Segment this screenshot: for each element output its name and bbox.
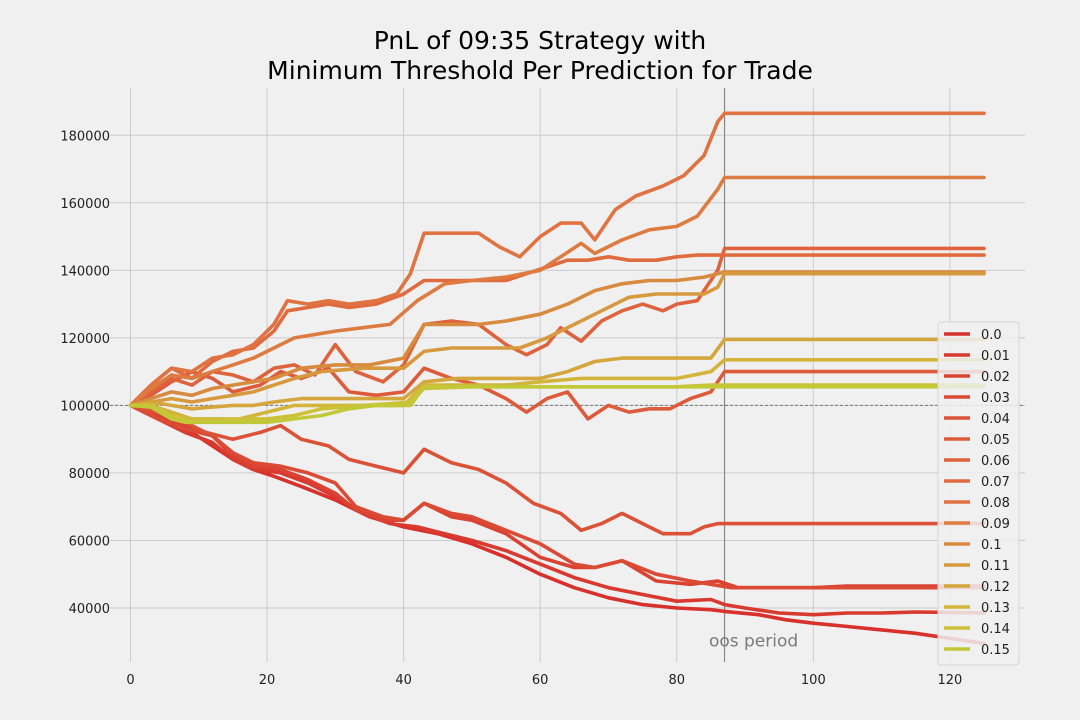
legend: 0.0 0.01 0.02 0.03 0.04 0.05 0.06 0.07 0.08 0.09 0… xyxy=(937,321,1020,666)
legend-label-0.14: 0.14 xyxy=(981,622,1010,637)
axis-ticks: 0 20 40 60 80 100 120 40000 60000 80000 100000 1200… xyxy=(60,129,962,688)
series-line-0.11 xyxy=(128,271,986,408)
legend-label-0.1: 0.1 xyxy=(981,538,1002,553)
series-line-0.15 xyxy=(128,385,986,425)
chart-title-line-2: Minimum Threshold Per Prediction for Tra… xyxy=(267,56,813,85)
legend-label-0.13: 0.13 xyxy=(981,601,1010,616)
series-line-0.09 xyxy=(128,175,986,408)
legend-label-0.06: 0.06 xyxy=(981,454,1010,469)
series-line-0.04 xyxy=(128,403,986,536)
series-line-0.01 xyxy=(128,403,986,617)
legend-label-0.01: 0.01 xyxy=(981,349,1010,364)
x-tick-label: 40 xyxy=(395,673,412,688)
y-tick-label: 140000 xyxy=(60,264,110,279)
legend-label-0.07: 0.07 xyxy=(981,475,1010,490)
legend-label-0.03: 0.03 xyxy=(981,391,1010,406)
x-tick-label: 80 xyxy=(668,673,685,688)
annotations: oos period xyxy=(709,632,798,652)
legend-label-0.04: 0.04 xyxy=(981,412,1010,427)
series-line-0.12 xyxy=(128,337,986,411)
y-tick-label: 60000 xyxy=(69,534,110,549)
legend-box xyxy=(937,321,1020,666)
x-tick-label: 60 xyxy=(532,673,549,688)
legend-label-0.08: 0.08 xyxy=(981,496,1010,511)
y-tick-label: 40000 xyxy=(69,602,110,617)
legend-label-0.0: 0.0 xyxy=(981,328,1002,343)
y-tick-label: 180000 xyxy=(60,129,110,144)
series-line-0.08 xyxy=(128,111,986,408)
series-line-0.07 xyxy=(128,253,986,408)
chart-title-line-1: PnL of 09:35 Strategy with xyxy=(373,26,707,55)
legend-label-0.12: 0.12 xyxy=(981,580,1010,595)
y-tick-label: 120000 xyxy=(60,332,110,347)
legend-label-0.11: 0.11 xyxy=(981,559,1010,574)
oos-period-label: oos period xyxy=(709,632,798,652)
series-line-0.05 xyxy=(128,366,986,421)
y-tick-label: 80000 xyxy=(69,467,110,482)
x-tick-label: 120 xyxy=(937,673,962,688)
y-tick-label: 100000 xyxy=(60,399,110,414)
x-tick-label: 0 xyxy=(126,673,134,688)
series-lines xyxy=(128,111,986,646)
legend-label-0.05: 0.05 xyxy=(981,433,1010,448)
legend-label-0.02: 0.02 xyxy=(981,370,1010,385)
x-tick-label: 20 xyxy=(259,673,276,688)
legend-label-0.09: 0.09 xyxy=(981,517,1010,532)
series-line-0.03 xyxy=(128,403,986,590)
series-line-0.1 xyxy=(128,270,986,408)
x-tick-label: 100 xyxy=(801,673,826,688)
legend-label-0.15: 0.15 xyxy=(981,643,1010,658)
y-tick-label: 160000 xyxy=(60,197,110,212)
